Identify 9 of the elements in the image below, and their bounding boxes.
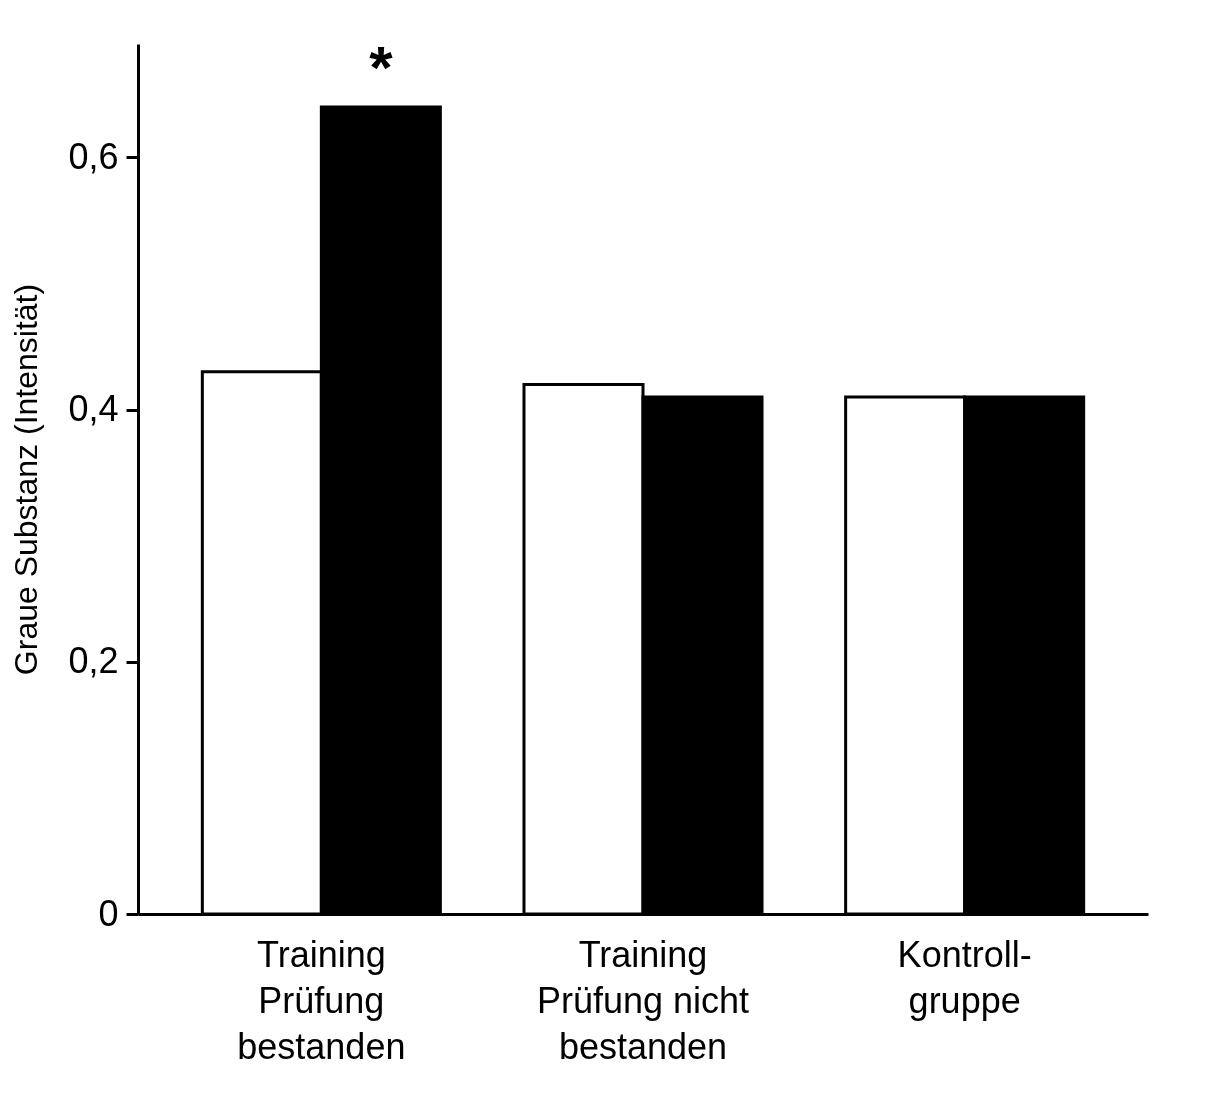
x-tick-label: Training Prüfung nicht bestanden	[536, 933, 750, 1067]
y-tick-label: 0,4	[68, 388, 119, 430]
y-tick-label: 0,6	[68, 135, 119, 177]
y-tick-label: 0,2	[68, 640, 119, 682]
y-axis-title: Graue Substanz (Intensität)	[8, 283, 45, 676]
annotation: *	[369, 34, 394, 102]
x-tick-label: Training Prüfung bestanden	[237, 933, 406, 1067]
x-tick-label: Kontroll- gruppe	[897, 933, 1032, 1021]
y-tick-label: 0	[98, 892, 119, 934]
